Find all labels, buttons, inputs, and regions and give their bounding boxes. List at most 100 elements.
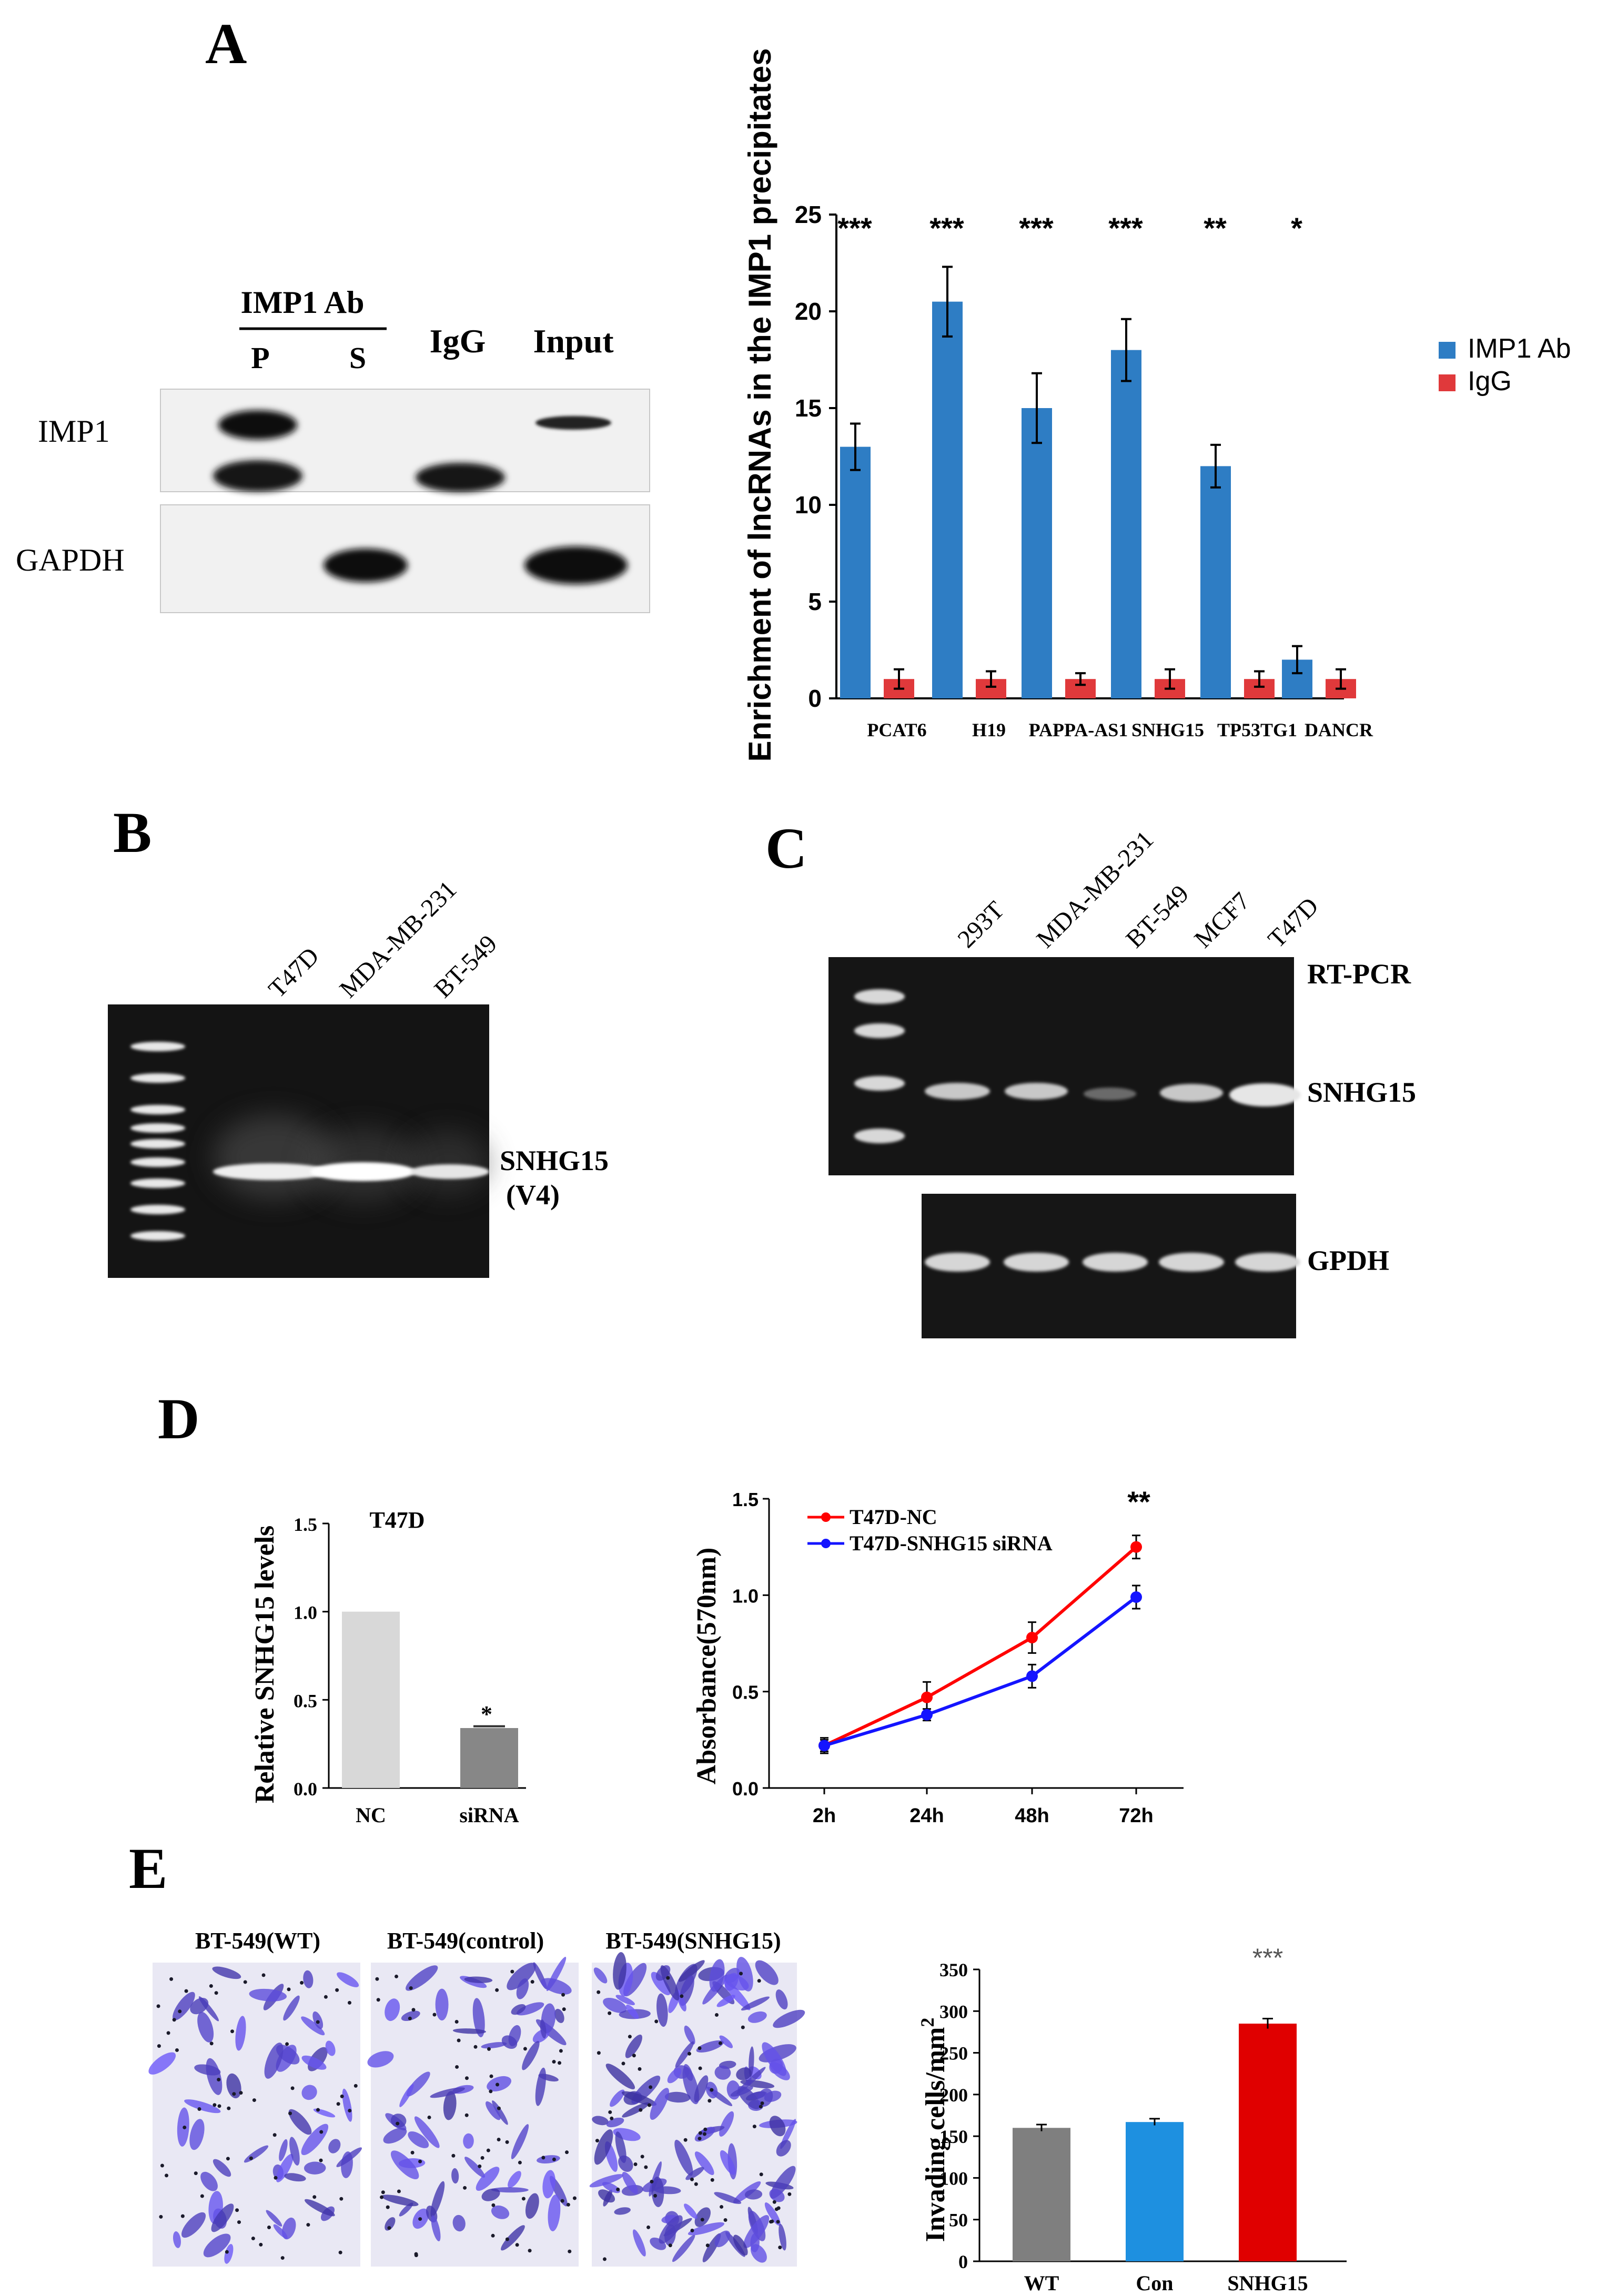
micrograph-cell <box>266 2210 282 2227</box>
chart-e-ylabel: Invading cells/mm2 <box>917 2018 951 2242</box>
micrograph-pore <box>703 2127 707 2131</box>
micrograph-cell <box>525 2193 539 2219</box>
micrograph-pore <box>376 1998 380 2002</box>
micrograph-cell <box>301 2085 317 2100</box>
micrograph-pore <box>464 2113 469 2117</box>
chart-a-legend: IMP1 Ab IgG <box>1439 333 1571 397</box>
chart-e-xtick-label: Con <box>1136 2271 1173 2295</box>
panel-label-c: C <box>765 816 807 880</box>
micrograph-pore <box>280 2256 285 2260</box>
micrograph-pore <box>778 2246 782 2250</box>
micrograph-cell <box>615 2131 626 2163</box>
micrograph-cell <box>226 2073 241 2099</box>
micrograph-pore <box>772 2200 776 2204</box>
micrograph-pore <box>451 2153 456 2158</box>
micrograph-pore <box>565 2150 569 2155</box>
micrograph-cell <box>684 2025 695 2045</box>
micrograph-cell <box>491 2187 529 2193</box>
gel-band <box>1229 1083 1301 1106</box>
micrograph-pore <box>541 2156 545 2160</box>
micrograph-cell <box>736 2067 766 2095</box>
micrograph-pore <box>616 2187 620 2191</box>
micrograph-pore <box>489 2089 493 2094</box>
chart-a-significance: *** <box>929 211 964 245</box>
micrograph-pore <box>319 2130 324 2134</box>
chart-e-ytick-label: 300 <box>939 2001 968 2022</box>
panel-e-micrographs: BT-549(WT) BT-549(control) BT-549(SNHG15… <box>148 1928 805 2267</box>
micrograph-cell <box>614 2207 631 2215</box>
micrograph-cell <box>654 2186 681 2195</box>
micrograph-pore <box>687 2051 691 2056</box>
micrograph-pore <box>487 2047 491 2051</box>
chart-d1-xtick-label: siRNA <box>459 1803 519 1827</box>
micrograph-pore <box>495 1988 499 1992</box>
micrograph-pore <box>510 1969 514 1974</box>
chart-a-significance: * <box>1291 211 1302 245</box>
micrograph-cell <box>779 2223 786 2251</box>
micrograph-pore <box>381 2190 385 2195</box>
micrograph-cell <box>501 2225 525 2251</box>
micrograph-cell <box>650 2088 670 2120</box>
gel-ladder-band <box>130 1179 185 1188</box>
micrograph-pore <box>159 2214 163 2219</box>
micrograph-pore <box>338 2250 342 2254</box>
micrograph-pore <box>491 2233 495 2238</box>
micrograph-cell <box>481 2042 507 2049</box>
micrograph-pore <box>183 2125 187 2129</box>
gel-band <box>1235 1253 1300 1272</box>
gel-c-lane-293t: 293T <box>952 896 1009 953</box>
chart-a-bar-imp1-ab <box>1200 466 1231 698</box>
chart-a-significance: ** <box>1204 211 1227 245</box>
chart-d2-ylabel: Absorbance(570nm) <box>692 1548 722 1785</box>
micrograph-pore <box>521 2197 525 2201</box>
gel-b-band-sublabel: (V4) <box>506 1179 560 1211</box>
micrograph-cell <box>464 1976 493 1983</box>
chart-d2-ytick-label: 0.5 <box>732 1682 759 1703</box>
chart-d2-significance: ** <box>1127 1485 1150 1518</box>
micrograph-pore <box>285 2042 289 2046</box>
chart-d2-point-nc <box>921 1691 933 1703</box>
micrograph-pore <box>650 2179 654 2183</box>
micrograph-pore <box>518 2160 522 2165</box>
micrograph-cell <box>414 2116 440 2148</box>
micrograph-pore <box>259 2242 263 2247</box>
micrograph-pore <box>387 2226 391 2230</box>
micrograph-cell <box>743 2215 770 2248</box>
micrograph-pore <box>690 2229 694 2233</box>
micrograph-pore <box>427 2115 431 2119</box>
micrograph-cell <box>621 2091 657 2106</box>
blot-group-label: IMP1 Ab <box>240 285 364 320</box>
micrograph-pore <box>705 2243 710 2248</box>
micrograph-cell <box>443 2091 457 2120</box>
micrograph-cell <box>769 2189 785 2202</box>
micrograph-pore <box>432 2013 437 2017</box>
chart-d1-ylabel: Relative SNHG15 levels <box>250 1526 280 1804</box>
micrograph-cell <box>486 2101 501 2120</box>
chart-a-ytick-label: 0 <box>808 685 822 712</box>
micrograph-pore <box>690 2177 694 2181</box>
micrograph-pore <box>486 2148 490 2152</box>
micrograph-cell <box>385 2217 396 2231</box>
gel-ladder-band <box>130 1123 185 1133</box>
chart-a-xtick-label: SNHG15 <box>1131 719 1204 740</box>
micrograph-pore <box>683 2138 688 2142</box>
gel-ladder-band <box>854 1076 905 1091</box>
micrograph-label-control: BT-549(control) <box>387 1928 544 1954</box>
chart-e-ytick-label: 0 <box>958 2251 968 2272</box>
chart-d2-xtick-label: 2h <box>813 1805 836 1827</box>
micrograph-pore <box>480 2156 484 2160</box>
micrograph-pore <box>397 2189 401 2193</box>
micrograph-pore <box>418 2217 422 2221</box>
legend-swatch-imp1-ab <box>1439 342 1456 359</box>
micrograph-pore <box>770 2219 774 2223</box>
blot-lane-p: P <box>251 341 269 375</box>
micrograph-pore <box>312 2195 317 2199</box>
micrograph-cell <box>747 2011 767 2023</box>
micrograph-pore <box>409 1986 413 1990</box>
micrograph-cell <box>399 2084 414 2107</box>
chart-d1-bar <box>460 1728 518 1788</box>
micrograph-pore <box>251 2237 255 2241</box>
micrograph-cell <box>605 2064 635 2089</box>
micrograph-cell <box>775 1989 788 2010</box>
gel-ladder-band <box>130 1042 185 1051</box>
